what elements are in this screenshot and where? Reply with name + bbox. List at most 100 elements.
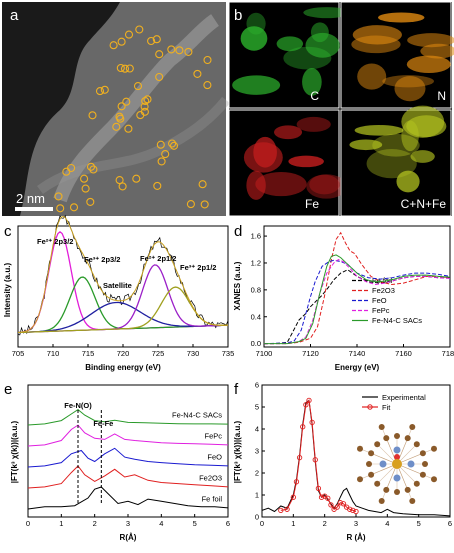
single-atom-marker [56, 204, 65, 213]
stem-texture [53, 14, 220, 203]
panel-c: c 705 710 715 720 725 730 735 Fe²⁺ 2p3/2 Fe³⁺ 2p… [3, 214, 234, 372]
fit-xtick-label: 3 [354, 519, 358, 528]
fit-point [296, 454, 303, 461]
fit-point [293, 479, 300, 485]
xanes-legend-label: FeO [372, 296, 387, 305]
exafs-plot: 0 1 2 3 4 5 6 Fe foil Fe2O3 FeO FePc Fe-N4-C SACs Fe… [26, 401, 230, 528]
panel-letter-f: f [234, 381, 239, 398]
carbon-atom [394, 433, 400, 439]
fit-xtick-label: 1 [291, 519, 295, 528]
xanes-ytick-label: 1.2 [251, 258, 261, 267]
eds-signal [243, 142, 283, 173]
fit-xtick-label: 0 [260, 519, 264, 528]
xps-envelope [17, 215, 228, 333]
exafs-frame [27, 384, 229, 518]
fit-point [318, 494, 325, 500]
eds-signal [420, 43, 454, 59]
exafs-xtick-label: 2 [93, 519, 97, 528]
single-atom-marker [184, 47, 193, 56]
eds-signal [410, 150, 435, 163]
exafs-xtick-label: 4 [159, 519, 163, 528]
single-atom-marker [81, 184, 90, 193]
single-atom-marker [156, 140, 165, 149]
xanes-legend-label: FePc [372, 306, 390, 315]
eds-signal [274, 125, 303, 140]
carbon-atom [366, 461, 372, 467]
fit-point [312, 457, 318, 463]
single-atom-marker [133, 82, 143, 91]
single-atom-marker [157, 157, 166, 166]
exafs-series-label: Fe-N4-C SACs [172, 410, 222, 419]
single-atom-marker [140, 107, 149, 116]
eds-signal [401, 120, 419, 152]
xanes-series-line [264, 231, 451, 345]
molecule-bond [359, 448, 398, 465]
exafs-series-line [27, 465, 229, 489]
xanes-ytick-label: 0.8 [251, 285, 261, 294]
carbon-atom [422, 461, 428, 467]
eds-signal [377, 12, 425, 23]
xps-peak-label: Satellite [103, 281, 132, 290]
fit-ytick-label: 4 [255, 425, 259, 434]
stem-texture [37, 96, 230, 195]
exafs-xtick-label: 0 [26, 519, 30, 528]
carbon-atom [383, 486, 390, 493]
single-atom-marker [125, 64, 134, 73]
nitrogen-atom [379, 460, 387, 468]
eds-signal [349, 139, 383, 151]
single-atom-marker [175, 46, 184, 55]
xanes-legend-label: Fe foil [372, 276, 393, 285]
scale-bar-label: 2 nm [16, 191, 45, 206]
eds-tile-label: Fe [305, 197, 319, 211]
carbon-atom [374, 480, 381, 487]
fit-point [309, 419, 315, 426]
single-atom-marker [69, 203, 79, 212]
xps-xlabel: Binding energy (eV) [85, 363, 161, 372]
single-atom-marker [89, 165, 98, 174]
xps-xtick-label: 720 [117, 349, 130, 358]
single-atom-marker [132, 174, 141, 183]
scale-bar [15, 207, 53, 211]
fit-point [334, 504, 340, 510]
carbon-atom [368, 471, 375, 478]
xanes-series-line [263, 259, 451, 345]
xanes-series-line [264, 254, 451, 345]
fit-ytick-label: 2 [255, 469, 259, 478]
fit-point [325, 495, 331, 501]
xanes-frame [263, 225, 451, 348]
single-atom-marker [100, 85, 109, 94]
single-atom-marker [135, 25, 144, 34]
molecule-bond [359, 463, 398, 480]
single-atom-marker [141, 96, 150, 106]
single-atom-marker [155, 50, 164, 59]
single-atom-marker [200, 200, 209, 209]
eds-tile-label: N [437, 89, 446, 103]
single-atom-marker [112, 122, 121, 131]
fit-ytick-label: 5 [255, 403, 259, 412]
molecule-bond [396, 463, 413, 502]
xanes-ylabel: XANES (a.u.) [233, 261, 242, 310]
single-atom-marker [186, 200, 195, 209]
single-atom-marker [116, 63, 125, 73]
xps-plot: 705 710 715 720 725 730 735 Fe²⁺ 2p3/2 Fe³⁺ 2p3/… [12, 214, 234, 358]
fit-ytick-label: 1 [255, 491, 259, 500]
panel-letter-e: e [4, 381, 12, 398]
carbon-atom [431, 445, 437, 452]
xps-xtick-label: 715 [82, 349, 95, 358]
fit-point [284, 506, 290, 512]
fit-point [303, 402, 309, 408]
fit-xlabel: R (Å) [346, 533, 365, 542]
carbon-atom [378, 498, 385, 504]
xps-xtick-label: 725 [152, 349, 165, 358]
exafs-series-label: Fe foil [202, 494, 223, 503]
fit-point [290, 494, 296, 500]
panel-a: a 2 nm [2, 2, 230, 216]
xps-xtick-label: 705 [12, 349, 25, 358]
eds-signal [305, 32, 340, 58]
